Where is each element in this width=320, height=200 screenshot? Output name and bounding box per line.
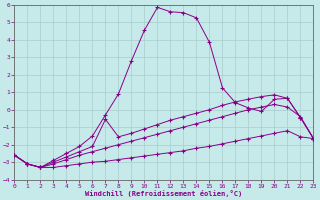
- X-axis label: Windchill (Refroidissement éolien,°C): Windchill (Refroidissement éolien,°C): [85, 190, 243, 197]
